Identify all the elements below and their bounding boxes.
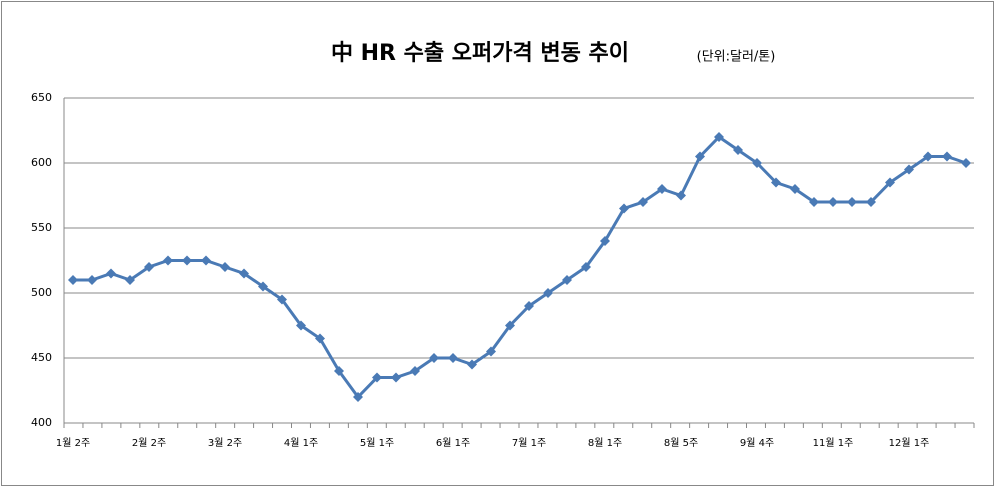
y-tick-label: 600 [31,156,52,169]
data-point [961,158,971,168]
x-tick-label: 4월 1주 [284,437,318,449]
chart-subtitle: (단위:달러/톤) [697,50,776,65]
data-point [68,275,78,285]
data-point [467,359,477,370]
data-point [904,164,914,175]
data-point [448,353,458,363]
data-point [277,294,287,305]
data-point [182,255,192,266]
y-tick-label: 550 [31,221,52,234]
data-point [315,333,325,344]
x-tick-label: 8월 1주 [588,437,622,449]
data-point [258,281,268,292]
data-point [923,151,933,162]
data-point [505,320,515,331]
data-point [942,151,952,162]
data-point [847,197,857,207]
x-tick-label: 8월 5주 [664,437,698,449]
data-point [372,372,382,383]
data-point [885,177,895,188]
data-point [391,372,401,383]
data-point [163,255,173,266]
data-point [201,255,211,266]
data-point [790,184,800,194]
y-tick-label: 450 [31,351,52,364]
data-point [581,262,591,272]
x-tick-label: 6월 1주 [436,437,470,449]
y-tick-label: 500 [31,286,52,299]
data-point [828,197,838,207]
data-point [524,301,534,311]
x-tick-label: 5월 1주 [360,437,394,449]
data-point [87,275,97,285]
data-point [619,203,629,214]
y-tick-label: 650 [31,91,52,104]
data-point [695,151,705,162]
x-tick-label: 11월 1주 [813,437,854,449]
x-tick-label: 12월 1주 [889,437,930,449]
chart-title: 中 HR 수출 오퍼가격 변동 추이 [331,41,629,66]
data-point [429,353,439,363]
data-point [714,132,724,142]
x-tick-label: 9월 4주 [740,437,774,449]
x-tick-label: 1월 2주 [56,437,90,449]
data-point [334,366,344,376]
data-point [410,366,420,376]
data-point [106,268,116,279]
data-point [353,392,363,402]
data-point [543,288,553,298]
data-point [562,275,572,285]
data-point [486,346,496,357]
data-point [296,320,306,331]
data-point [239,268,249,279]
data-point [220,262,230,272]
y-tick-label: 400 [31,416,52,429]
data-point [866,197,876,207]
data-point [657,184,667,194]
x-tick-label: 3월 2주 [208,437,242,449]
data-point [144,262,154,272]
data-point [752,158,762,168]
data-point [600,236,610,246]
data-point [638,197,648,207]
data-point [676,190,686,201]
data-point [125,275,135,285]
data-point [733,145,743,155]
x-tick-label: 2월 2주 [132,437,166,449]
data-point [771,177,781,188]
x-tick-label: 7월 1주 [512,437,546,449]
data-point [809,197,819,207]
